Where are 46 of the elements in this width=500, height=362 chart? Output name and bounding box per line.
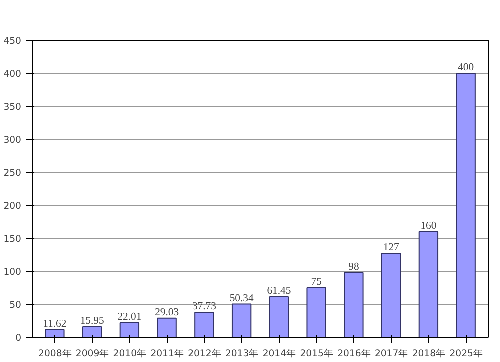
bar [232, 304, 252, 338]
x-tick-label: 2015年 [300, 348, 333, 360]
bar [456, 73, 476, 338]
y-tick-label: 50 [10, 300, 22, 311]
y-tick-label: 200 [4, 201, 22, 212]
x-tick-label: 2016年 [338, 348, 370, 360]
y-tick-label: 400 [4, 69, 22, 80]
data-label: 29.03 [155, 307, 180, 318]
y-tick-label: 300 [4, 135, 22, 146]
x-tick-label: 2025年 [450, 348, 482, 360]
bar [194, 312, 214, 338]
x-tick-label: 2014年 [262, 348, 296, 360]
bar [157, 318, 177, 338]
bar [82, 326, 102, 338]
x-tick-label: 2011年 [150, 348, 184, 360]
y-tick-label: 100 [4, 267, 22, 278]
bar [45, 329, 65, 338]
x-tick-label: 2012年 [188, 348, 221, 360]
x-tick-label: 2013年 [225, 348, 258, 360]
data-label: 400 [458, 62, 474, 74]
y-tick-label: 0 [16, 333, 22, 344]
y-tick-label: 350 [4, 102, 22, 113]
x-tick-label: 2008年 [38, 348, 72, 360]
bar [120, 322, 140, 338]
x-tick-label: 2017年 [374, 348, 408, 360]
bar [381, 253, 402, 338]
data-label: 22.01 [118, 312, 142, 323]
data-label: 50.34 [230, 293, 254, 304]
data-label: 61.45 [267, 286, 292, 297]
y-tick-label: 450 [4, 36, 22, 47]
data-label: 75 [311, 277, 322, 288]
bar [306, 288, 326, 338]
x-tick-label: 2009年 [76, 348, 109, 360]
data-label: 127 [383, 242, 400, 254]
y-tick-label: 150 [4, 234, 22, 245]
bar [269, 296, 290, 338]
bar [344, 272, 364, 338]
y-tick-label: 250 [4, 168, 22, 179]
bar [418, 231, 439, 338]
x-tick-label: 2018年 [412, 348, 446, 360]
data-label: 11.62 [43, 318, 67, 330]
data-label: 37.73 [192, 302, 216, 313]
data-label: 98 [348, 262, 360, 273]
data-label: 160 [420, 220, 437, 232]
x-tick-label: 2010年 [113, 348, 146, 360]
data-label: 15.95 [80, 316, 104, 327]
